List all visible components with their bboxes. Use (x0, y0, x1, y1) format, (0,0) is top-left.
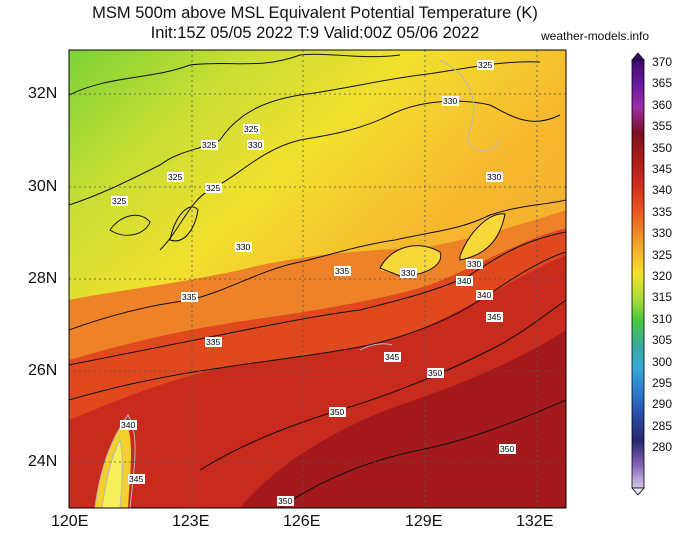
map-subtitle: Init:15Z 05/05 2022 T:9 Valid:00Z 05/06 … (150, 24, 480, 42)
lat-tick: 30N (28, 178, 58, 195)
colorbar-top-arrow (631, 52, 645, 61)
contour-label: 340 (477, 290, 491, 300)
contour-label: 325 (206, 183, 220, 193)
contour-label: 345 (385, 352, 399, 362)
contour-label: 335 (335, 266, 349, 276)
contour-label: 330 (487, 172, 501, 182)
contour-label-bg (476, 290, 493, 300)
colorbar-label: 370 (652, 55, 673, 69)
contour-label-bg (442, 96, 459, 106)
colorbar-label: 345 (652, 162, 673, 176)
lat-tick: 24N (28, 453, 58, 470)
contour-label: 350 (428, 368, 442, 378)
contour-label: 325 (478, 60, 492, 70)
contour-label: 335 (206, 337, 220, 347)
colorbar-label: 320 (652, 269, 673, 283)
contour-label: 330 (443, 96, 457, 106)
lat-tick: 28N (28, 270, 58, 287)
contour-label-bg (477, 60, 494, 70)
contour-label: 325 (244, 124, 258, 134)
contour-label-bg (235, 242, 252, 252)
colorbar-label: 360 (652, 97, 673, 112)
lon-tick: 120E (51, 513, 89, 530)
contour-label-bg (456, 276, 473, 286)
contour-label: 330 (467, 259, 481, 269)
contour-label: 330 (401, 268, 415, 278)
contour-label: 350 (278, 496, 292, 506)
colorbar-label: 295 (652, 376, 673, 390)
colorbar-label: 305 (652, 333, 673, 348)
contour-label-bg (427, 368, 444, 378)
contour-label-bg (400, 268, 417, 278)
contour-label-bg (128, 474, 145, 484)
colorbar-label: 330 (652, 226, 673, 241)
contour-label: 330 (248, 140, 262, 150)
contour-label: 330 (236, 242, 250, 252)
contour-label: 345 (487, 312, 501, 322)
contour-label-bg (201, 140, 218, 150)
colorbar-label: 300 (652, 354, 673, 369)
contour-label-bg (167, 172, 184, 182)
contour-label-bg (247, 140, 264, 150)
colorbar-label: 355 (652, 119, 673, 134)
colorbar-label: 335 (652, 204, 673, 219)
lon-tick: 123E (172, 513, 210, 530)
lat-tick: 26N (28, 362, 58, 379)
credit-text: weather-models.info (541, 29, 650, 43)
colorbar-label: 340 (652, 183, 673, 198)
contour-label: 350 (330, 407, 344, 417)
contour-label-bg (486, 172, 503, 182)
contour-label-bg (486, 312, 503, 322)
contour-label-bg (181, 292, 198, 302)
lon-tick: 129E (405, 513, 443, 530)
colorbar-bottom-arrow (631, 487, 645, 496)
map-field (69, 50, 566, 508)
colorbar-label: 350 (652, 140, 673, 155)
contour-label: 340 (121, 420, 135, 430)
colorbar-label: 280 (652, 440, 673, 455)
contour-labels: 325 325 330 325 325 325 330 330 325 330 330 335 330 3… (111, 60, 516, 506)
contour-label-bg (277, 496, 294, 506)
colorbar (631, 59, 645, 489)
contour-label-bg (334, 266, 351, 276)
contour-label-bg (205, 337, 222, 347)
contour-label-bg (243, 124, 260, 134)
map-title: MSM 500m above MSL Equivalent Potential … (92, 4, 538, 22)
contour-label-bg (205, 183, 222, 193)
colorbar-label: 290 (652, 397, 673, 412)
contour-label: 345 (129, 474, 143, 484)
contour-label-bg (111, 196, 128, 206)
contour-label: 350 (500, 444, 514, 454)
contour-label-bg (329, 407, 346, 417)
contour-label-bg (466, 259, 483, 269)
contour-label-bg (384, 352, 401, 362)
contour-label-bg (499, 444, 516, 454)
lat-tick: 32N (28, 85, 58, 102)
colorbar-label: 315 (652, 290, 673, 305)
colorbar-label: 365 (652, 76, 673, 91)
colorbar-label: 310 (652, 311, 673, 326)
lon-tick: 126E (283, 513, 321, 530)
contour-label: 325 (168, 172, 182, 182)
contour-label-bg (120, 420, 137, 430)
colorbar-label: 325 (652, 247, 673, 262)
contour-label: 325 (112, 196, 126, 206)
contour-label: 335 (182, 292, 196, 302)
contour-label: 325 (202, 140, 216, 150)
contour-label: 340 (457, 276, 471, 286)
colorbar-label: 285 (652, 418, 673, 433)
lon-tick: 132E (516, 513, 554, 530)
